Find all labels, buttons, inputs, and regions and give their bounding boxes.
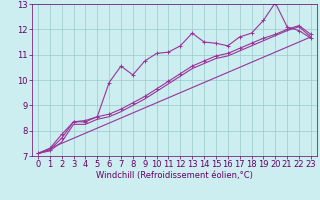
X-axis label: Windchill (Refroidissement éolien,°C): Windchill (Refroidissement éolien,°C) — [96, 171, 253, 180]
